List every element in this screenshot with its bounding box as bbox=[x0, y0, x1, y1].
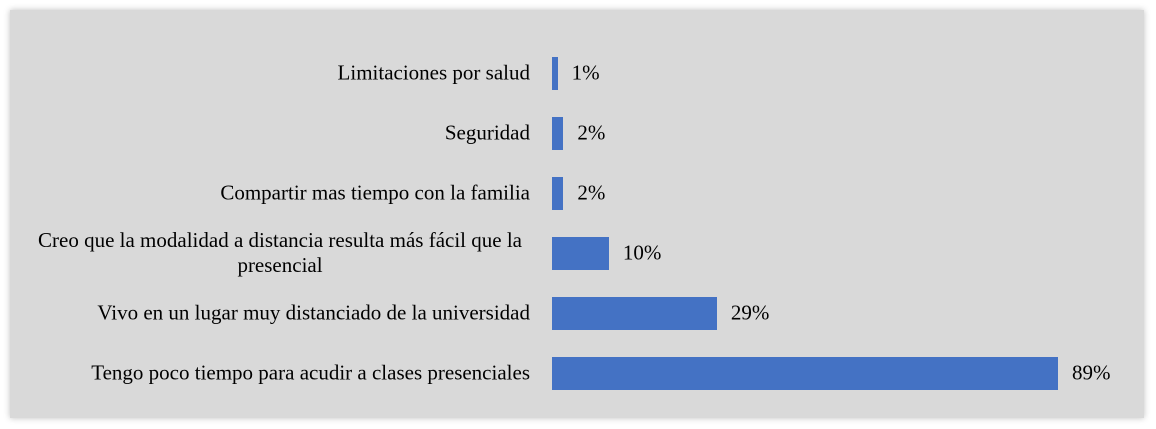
category-label: Creo que la modalidad a distancia result… bbox=[30, 228, 530, 278]
category-text: Limitaciones por salud bbox=[337, 60, 530, 85]
category-text: Creo que la modalidad a distancia result… bbox=[38, 228, 522, 277]
value-label: 10% bbox=[622, 240, 662, 265]
category-text: Seguridad bbox=[444, 120, 530, 145]
category-label: Tengo poco tiempo para acudir a clases p… bbox=[30, 361, 530, 386]
value-label: 2% bbox=[577, 120, 606, 145]
bar bbox=[552, 56, 558, 90]
bar bbox=[552, 236, 609, 270]
value-label: 2% bbox=[577, 180, 606, 205]
chart: Limitaciones por salud 1% Seguridad 2% Compa… bbox=[10, 10, 1144, 418]
bar bbox=[552, 116, 564, 150]
value-label: 29% bbox=[730, 300, 770, 325]
bar bbox=[552, 296, 717, 330]
category-text: Tengo poco tiempo para acudir a clases p… bbox=[91, 360, 530, 385]
bar bbox=[552, 356, 1058, 390]
bar bbox=[552, 176, 564, 210]
category-label: Compartir mas tiempo con la familia bbox=[30, 181, 530, 206]
category-text: Vivo en un lugar muy distanciado de la u… bbox=[97, 300, 530, 325]
category-label: Limitaciones por salud bbox=[30, 61, 530, 86]
category-label: Seguridad bbox=[30, 121, 530, 146]
value-label: 89% bbox=[1072, 360, 1111, 385]
category-label: Vivo en un lugar muy distanciado de la u… bbox=[30, 301, 530, 326]
category-text: Compartir mas tiempo con la familia bbox=[220, 180, 530, 205]
value-label: 1% bbox=[571, 60, 600, 85]
